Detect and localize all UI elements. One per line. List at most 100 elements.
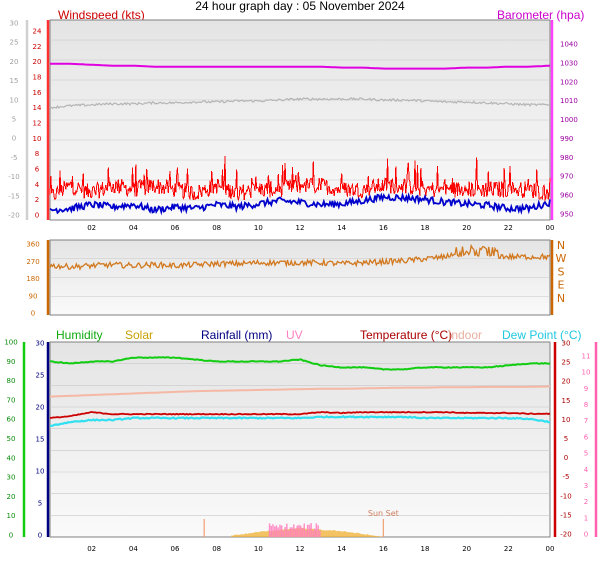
graph-title: 24 hour graph day : 05 November 2024 (195, 0, 405, 13)
temp-tick-label: 5 (564, 435, 568, 443)
temp-tick-label: 30 (562, 340, 571, 348)
indoor-series (49, 385, 550, 398)
barometer-series (50, 62, 551, 70)
rain-tick-label: 5 (38, 500, 42, 508)
uv-bar (306, 524, 309, 537)
uv-bar (312, 530, 314, 537)
rain-tick-label: 25 (36, 372, 45, 380)
compass-label: E (558, 279, 565, 292)
uv-label: UV (286, 328, 303, 342)
uv-bar (308, 524, 311, 537)
rain-tick-label: 10 (36, 468, 45, 476)
wind-inner-tick-label: 18 (33, 74, 42, 82)
uv-bar (275, 525, 278, 537)
humidity-tick-label: 80 (7, 377, 16, 385)
uv-bar (315, 523, 318, 537)
wind-outer-tick-label: 10 (10, 96, 19, 104)
wind-outer-tick-label: -10 (8, 173, 19, 181)
compass-label: N (557, 292, 565, 305)
wind-time-label: 18 (421, 224, 430, 232)
compass-label: S (558, 265, 565, 278)
grey-series (49, 97, 550, 110)
humidity-tick-label: 50 (7, 435, 16, 443)
uv-bar (303, 523, 305, 537)
baro-tick-label: 980 (560, 154, 573, 162)
uv-bar (294, 528, 297, 537)
compass-label: N (557, 239, 565, 252)
dir-tick-label: 90 (29, 292, 38, 300)
rain-tick-label: 0 (38, 532, 42, 540)
rain-tick-label: 20 (36, 404, 45, 412)
wind-time-label: 06 (171, 224, 180, 232)
humidity-tick-label: 60 (7, 416, 16, 424)
temp-tick-label: 20 (562, 378, 571, 386)
wind-time-label: 12 (296, 224, 305, 232)
wind-inner-tick-label: 2 (35, 196, 39, 204)
humidity-tick-label: 100 (4, 339, 17, 347)
uv-bar (305, 530, 307, 537)
wind-time-label: 20 (462, 224, 471, 232)
temp-time-label: 04 (129, 545, 138, 553)
baro-tick-label: 1010 (560, 97, 578, 105)
temp-tick-label: 0 (564, 454, 568, 462)
temp-time-label: 12 (296, 545, 305, 553)
uv-bar (274, 526, 276, 537)
wind-outer-tick-label: 20 (10, 58, 19, 66)
wind-inner-tick-label: 8 (35, 150, 39, 158)
wind-inner-tick-label: 0 (35, 212, 39, 220)
wind-inner-tick-label: 10 (33, 135, 42, 143)
humidity-tick-label: 0 (9, 532, 13, 540)
temp-tick-label: 15 (562, 397, 571, 405)
humidity-tick-label: 30 (7, 474, 16, 482)
uv-tick-label: 10 (582, 369, 591, 377)
uv-tick-label: 3 (584, 482, 588, 490)
temp-tick-label: 25 (562, 359, 571, 367)
uv-bar (270, 525, 272, 537)
wind-inner-tick-label: 22 (33, 43, 42, 51)
temp-panel-frame (49, 341, 551, 538)
solar-label: Solar (125, 328, 154, 342)
barometer-label: Barometer (hpa) (497, 8, 585, 22)
wind-time-label: 00 (546, 224, 555, 232)
wind-outer-tick-label: 25 (10, 39, 19, 47)
baro-tick-label: 990 (560, 135, 573, 143)
dir-tick-label: 360 (26, 241, 39, 249)
uv-bar (317, 525, 319, 537)
uv-bar (319, 530, 321, 537)
wind-time-label: 04 (129, 224, 138, 232)
uv-bar (310, 523, 312, 537)
wind-inner-tick-label: 12 (33, 120, 42, 128)
temp-time-label: 20 (462, 545, 471, 553)
uv-bar (300, 525, 302, 537)
uv-tick-label: 0 (584, 531, 588, 539)
temp-tick-label: -20 (560, 531, 571, 539)
wind-outer-tick-label: 15 (10, 77, 19, 85)
uv-bar (291, 527, 293, 537)
wind-outer-tick-label: -5 (11, 154, 18, 162)
wind-outer-tick-label: -20 (8, 212, 19, 220)
uv-bar (286, 523, 288, 537)
wind-time-label: 16 (379, 224, 388, 232)
wind-direction-series (49, 243, 551, 271)
baro-tick-label: 960 (560, 192, 573, 200)
wind-inner-tick-label: 4 (35, 181, 40, 189)
uv-bar (280, 525, 283, 537)
wind-inner-tick-label: 6 (35, 166, 40, 174)
wind-avg-series (49, 191, 551, 216)
uv-bar (298, 524, 300, 537)
dew-point-series (49, 415, 550, 428)
temp-time-label: 22 (504, 545, 513, 553)
uv-bar (277, 527, 279, 537)
compass-label: W (556, 252, 567, 265)
baro-tick-label: 1040 (560, 41, 578, 49)
dir-tick-label: 0 (31, 310, 35, 318)
uv-bar (293, 524, 295, 537)
temp-tick-label: 10 (562, 416, 571, 424)
wind-outer-tick-label: 5 (12, 116, 16, 124)
uv-tick-label: 2 (584, 498, 588, 506)
temp-time-label: 00 (546, 545, 555, 553)
wind-time-label: 22 (504, 224, 513, 232)
wind-time-label: 14 (337, 224, 346, 232)
wind-time-label: 02 (87, 224, 96, 232)
uv-bar (296, 525, 298, 537)
